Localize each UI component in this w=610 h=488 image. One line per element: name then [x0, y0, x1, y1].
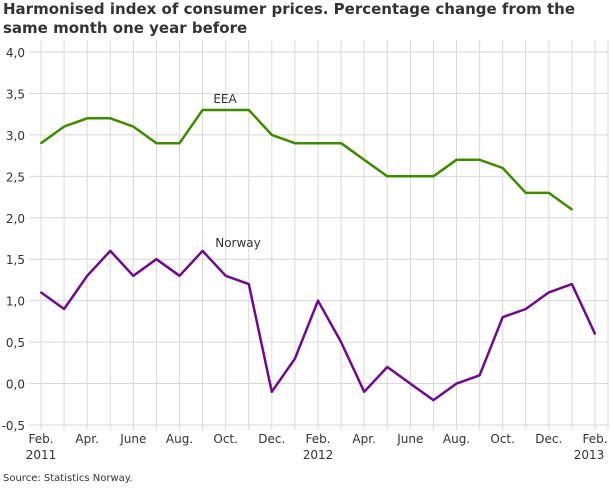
y-tick-label: 1,5 [6, 253, 25, 267]
x-tick-label: Feb. [28, 432, 53, 446]
x-tick-year-label: 2012 [303, 448, 334, 462]
x-tick-label: Feb. [582, 432, 607, 446]
data-point-eea [63, 125, 66, 128]
data-point-norway [132, 274, 135, 277]
data-point-norway [293, 357, 296, 360]
data-point-norway [247, 283, 250, 286]
y-tick-label: 0,5 [6, 336, 25, 350]
data-point-norway [478, 374, 481, 377]
data-point-norway [317, 299, 319, 302]
data-point-norway [524, 307, 527, 310]
data-point-eea [247, 109, 250, 112]
x-tick-label: Oct. [213, 432, 238, 446]
data-point-eea [501, 167, 504, 170]
data-point-eea [409, 175, 412, 178]
data-point-norway [455, 382, 458, 385]
data-point-norway [386, 365, 389, 368]
data-point-norway [63, 307, 66, 310]
y-tick-label: 3,0 [6, 129, 25, 143]
data-point-norway [40, 291, 42, 294]
x-tick-year-label: 2013 [574, 448, 605, 462]
data-point-norway [594, 332, 596, 335]
x-tick-label: Feb. [305, 432, 330, 446]
data-point-eea [293, 142, 296, 145]
data-point-eea [178, 142, 181, 145]
source-note: Source: Statistics Norway. [3, 473, 133, 484]
y-tick-label: 2,5 [6, 170, 25, 184]
data-point-eea [524, 191, 527, 194]
x-tick-label: Apr. [75, 432, 98, 446]
data-point-norway [178, 274, 181, 277]
data-point-eea [270, 133, 273, 136]
data-point-eea [109, 117, 112, 120]
data-point-norway [363, 390, 366, 393]
series-label-norway: Norway [215, 236, 261, 250]
data-point-norway [547, 291, 550, 294]
data-point-norway [570, 283, 573, 286]
data-point-norway [409, 382, 412, 385]
x-tick-label: June [119, 432, 146, 446]
data-point-norway [432, 399, 435, 402]
x-tick-label: Dec. [535, 432, 562, 446]
data-point-norway [109, 249, 112, 252]
data-point-eea [40, 142, 42, 145]
y-tick-label: 4,0 [6, 46, 25, 60]
data-point-eea [224, 109, 227, 112]
data-point-eea [86, 117, 89, 120]
data-point-eea [132, 125, 135, 128]
data-point-norway [224, 274, 227, 277]
data-point-eea [363, 158, 366, 161]
x-tick-label: Apr. [352, 432, 375, 446]
series-label-eea: EEA [213, 92, 237, 106]
data-point-eea [201, 109, 204, 112]
data-point-eea [570, 208, 573, 211]
y-tick-label: 3,5 [6, 87, 25, 101]
data-point-eea [547, 191, 550, 194]
data-point-eea [386, 175, 389, 178]
x-tick-label: Oct. [490, 432, 515, 446]
data-point-norway [155, 258, 158, 261]
data-point-eea [432, 175, 435, 178]
x-tick-label: Dec. [258, 432, 285, 446]
x-tick-label: June [396, 432, 423, 446]
data-point-norway [270, 390, 273, 393]
data-point-eea [155, 142, 158, 145]
x-tick-year-label: 2011 [26, 448, 57, 462]
data-point-norway [501, 316, 504, 319]
data-point-norway [340, 341, 343, 344]
y-tick-label: 0,0 [6, 378, 25, 392]
y-tick-label: 2,0 [6, 212, 25, 226]
y-tick-label: -0,5 [2, 419, 25, 433]
data-point-eea [340, 142, 343, 145]
y-tick-label: 1,0 [6, 295, 25, 309]
x-tick-label: Aug. [443, 432, 470, 446]
x-tick-label: Aug. [166, 432, 193, 446]
data-point-norway [201, 249, 204, 252]
data-point-eea [455, 158, 458, 161]
data-point-eea [478, 158, 481, 161]
data-point-eea [317, 142, 319, 145]
chart-title: Harmonised index of consumer prices. Per… [3, 0, 576, 37]
series-line-eea [40, 108, 573, 211]
data-point-norway [86, 274, 89, 277]
